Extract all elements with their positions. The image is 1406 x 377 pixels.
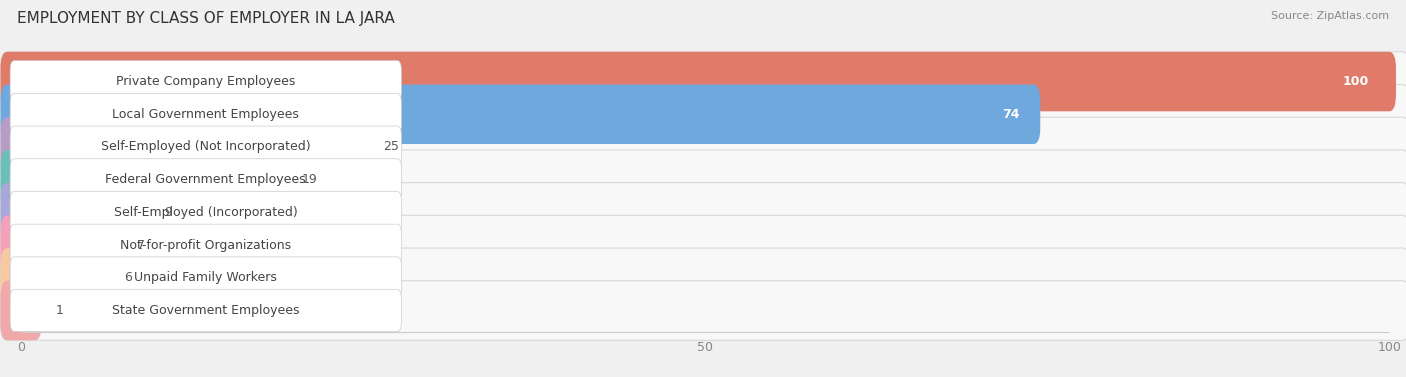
FancyBboxPatch shape <box>0 52 1406 111</box>
Text: EMPLOYMENT BY CLASS OF EMPLOYER IN LA JARA: EMPLOYMENT BY CLASS OF EMPLOYER IN LA JA… <box>17 11 395 26</box>
Text: 9: 9 <box>165 206 173 219</box>
FancyBboxPatch shape <box>0 215 124 275</box>
Text: 74: 74 <box>1002 108 1019 121</box>
FancyBboxPatch shape <box>0 182 1406 242</box>
Text: Not-for-profit Organizations: Not-for-profit Organizations <box>120 239 291 251</box>
Text: Self-Employed (Not Incorporated): Self-Employed (Not Incorporated) <box>101 141 311 153</box>
FancyBboxPatch shape <box>10 61 401 103</box>
Text: 6: 6 <box>124 271 132 284</box>
FancyBboxPatch shape <box>0 281 42 340</box>
Text: Source: ZipAtlas.com: Source: ZipAtlas.com <box>1271 11 1389 21</box>
FancyBboxPatch shape <box>0 84 1040 144</box>
Text: 25: 25 <box>384 141 399 153</box>
Text: Federal Government Employees: Federal Government Employees <box>105 173 307 186</box>
Text: 1: 1 <box>55 304 63 317</box>
FancyBboxPatch shape <box>10 126 401 168</box>
FancyBboxPatch shape <box>0 117 370 177</box>
FancyBboxPatch shape <box>0 182 150 242</box>
FancyBboxPatch shape <box>10 290 401 331</box>
FancyBboxPatch shape <box>10 192 401 233</box>
FancyBboxPatch shape <box>0 52 1396 111</box>
FancyBboxPatch shape <box>0 248 110 308</box>
FancyBboxPatch shape <box>10 93 401 135</box>
Text: Unpaid Family Workers: Unpaid Family Workers <box>135 271 277 284</box>
FancyBboxPatch shape <box>10 159 401 201</box>
Text: Private Company Employees: Private Company Employees <box>117 75 295 88</box>
Text: State Government Employees: State Government Employees <box>112 304 299 317</box>
Text: 19: 19 <box>301 173 318 186</box>
Text: Self-Employed (Incorporated): Self-Employed (Incorporated) <box>114 206 298 219</box>
FancyBboxPatch shape <box>0 117 1406 177</box>
FancyBboxPatch shape <box>0 215 1406 275</box>
FancyBboxPatch shape <box>0 150 1406 210</box>
FancyBboxPatch shape <box>10 257 401 299</box>
FancyBboxPatch shape <box>0 281 1406 340</box>
FancyBboxPatch shape <box>0 150 288 210</box>
Text: 7: 7 <box>138 239 145 251</box>
Text: 100: 100 <box>1343 75 1368 88</box>
FancyBboxPatch shape <box>0 248 1406 308</box>
Text: Local Government Employees: Local Government Employees <box>112 108 299 121</box>
FancyBboxPatch shape <box>0 84 1406 144</box>
FancyBboxPatch shape <box>10 224 401 266</box>
